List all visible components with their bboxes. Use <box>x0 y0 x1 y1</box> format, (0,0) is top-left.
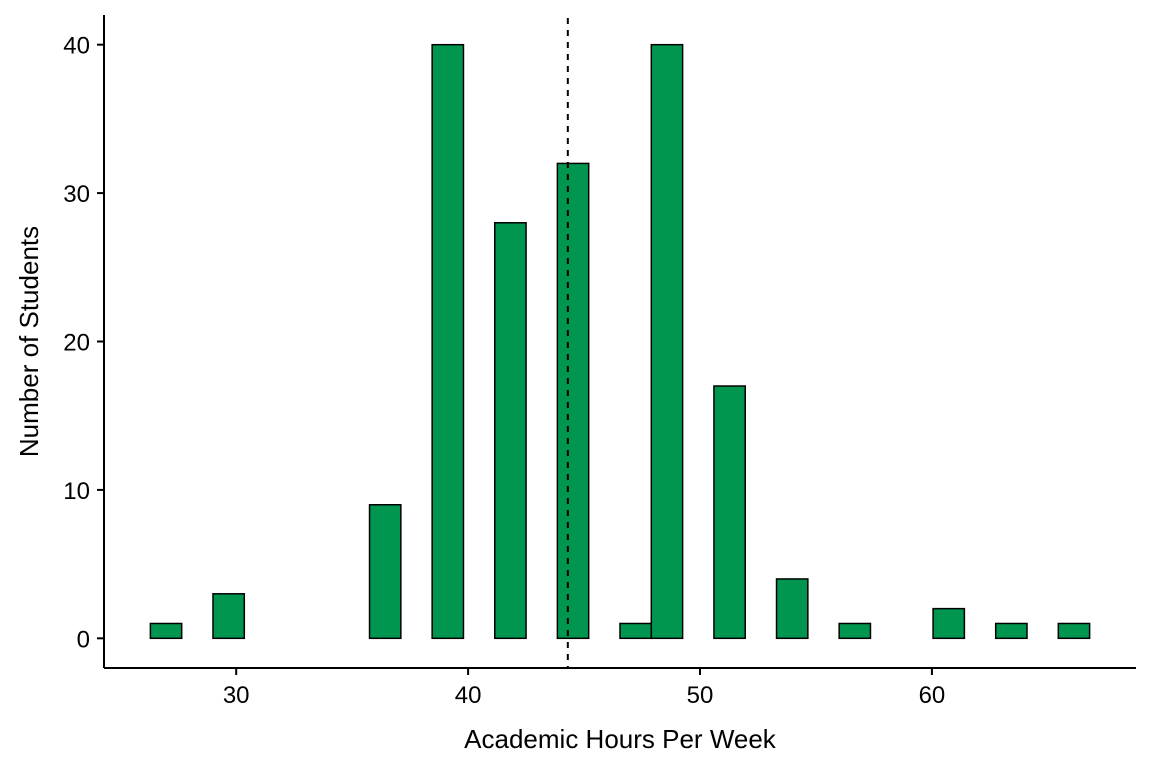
histogram-bar-8 <box>713 385 746 640</box>
y-tick-label: 10 <box>63 478 90 505</box>
histogram-bar-0 <box>149 622 183 640</box>
y-axis-ticks: 0 10 20 30 40 <box>63 33 104 653</box>
x-tick-label: 30 <box>223 682 250 709</box>
histogram-bar-1 <box>212 593 246 640</box>
histogram-bar-11 <box>932 607 966 640</box>
histogram-bar-12 <box>994 622 1028 640</box>
histogram-bars <box>149 43 1091 640</box>
x-tick-label: 40 <box>455 682 482 709</box>
histogram-bar-2 <box>368 504 402 640</box>
x-tick-label: 50 <box>687 682 714 709</box>
x-axis-title: Academic Hours Per Week <box>464 724 777 754</box>
x-tick-label: 60 <box>919 682 946 709</box>
histogram-bar-7 <box>650 43 684 640</box>
histogram-bar-9 <box>775 578 809 640</box>
histogram-bar-4 <box>494 222 527 640</box>
y-tick-label: 40 <box>63 33 90 60</box>
y-tick-label: 30 <box>63 181 90 208</box>
y-axis-title: Number of Students <box>14 226 44 457</box>
y-tick-label: 20 <box>63 330 90 357</box>
y-tick-label: 0 <box>77 626 90 653</box>
histogram-bar-10 <box>838 622 872 640</box>
histogram-bar-5 <box>556 162 590 640</box>
histogram-bar-3 <box>431 43 465 640</box>
x-axis-ticks: 30 40 50 60 <box>223 668 945 709</box>
histogram-bar-6 <box>619 622 653 640</box>
histogram-bar-13 <box>1057 622 1091 640</box>
